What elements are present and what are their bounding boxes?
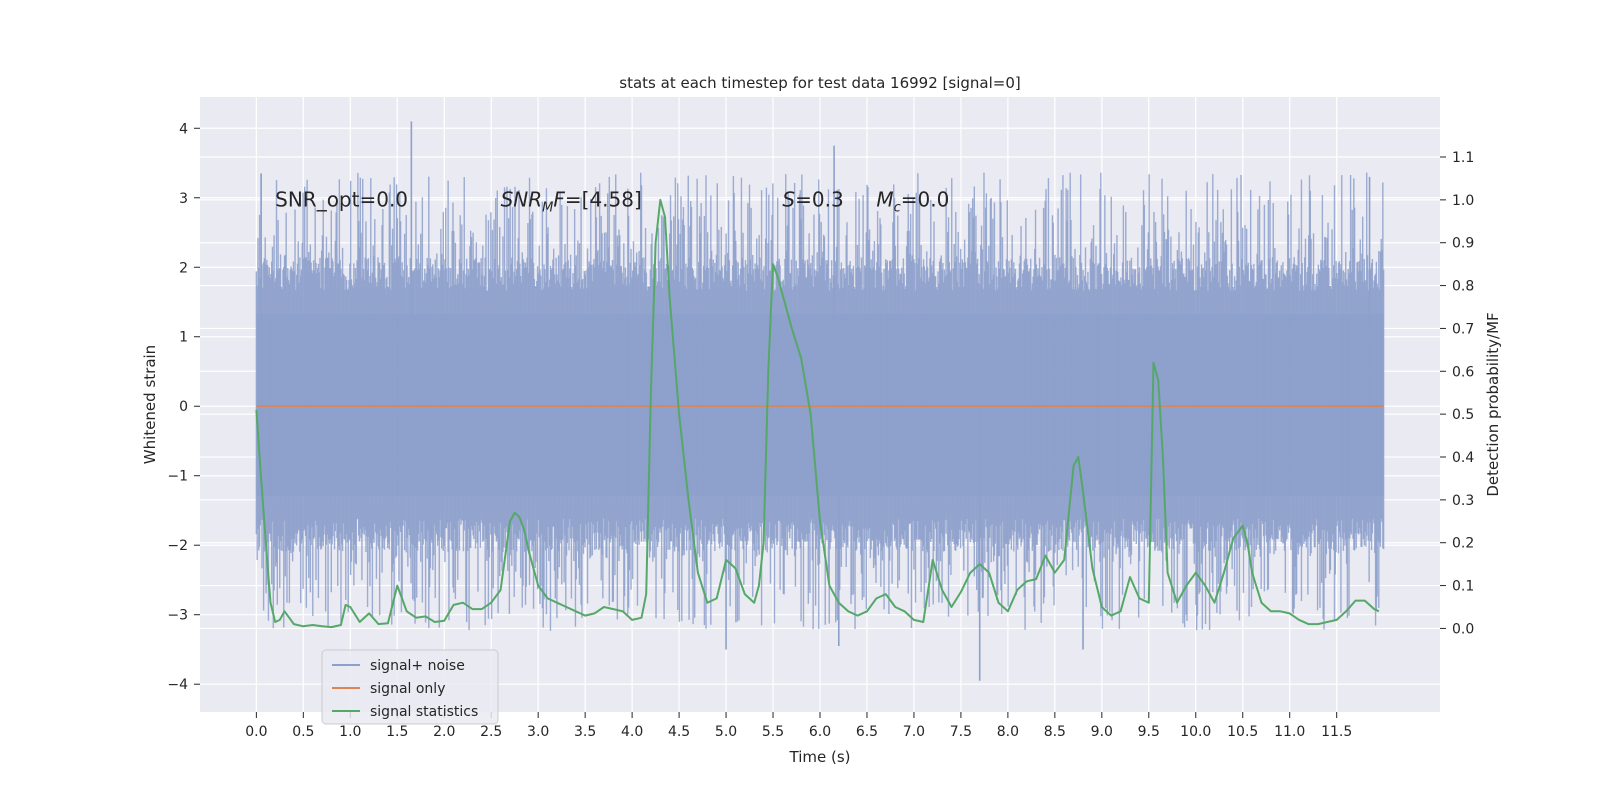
x-tick-label: 5.0 bbox=[715, 724, 737, 740]
y-axis-left-label: Whitened strain bbox=[141, 345, 159, 464]
x-tick-label: 9.5 bbox=[1138, 724, 1160, 740]
legend-label: signal+ noise bbox=[370, 658, 465, 674]
y-tick-label-right: 0.2 bbox=[1452, 536, 1474, 552]
x-tick-label: 9.0 bbox=[1091, 724, 1113, 740]
x-axis-label: Time (s) bbox=[789, 748, 851, 766]
x-tick-label: 10.5 bbox=[1227, 724, 1258, 740]
y-tick-label-left: −2 bbox=[167, 538, 188, 554]
x-tick-label: 5.5 bbox=[762, 724, 784, 740]
annotation-value: =0.3 bbox=[795, 187, 844, 211]
y-tick-label-right: 0.0 bbox=[1452, 621, 1474, 637]
legend: signal+ noise signal only signal statistic… bbox=[321, 649, 499, 725]
annotation-symbol: SNR bbox=[501, 187, 543, 211]
x-tick-label: 6.0 bbox=[809, 724, 831, 740]
annotation-s: S=0.3 bbox=[782, 187, 843, 211]
y-tick-label-right: 0.3 bbox=[1452, 493, 1474, 509]
x-tick-label: 0.5 bbox=[292, 724, 314, 740]
y-tick-label-left: −3 bbox=[167, 608, 188, 624]
x-tick-label: 8.0 bbox=[997, 724, 1019, 740]
x-tick-label: 1.5 bbox=[386, 724, 408, 740]
x-tick-label: 3.0 bbox=[527, 724, 549, 740]
x-tick-label: 2.0 bbox=[433, 724, 455, 740]
y-tick-label-right: 0.6 bbox=[1452, 364, 1474, 380]
y-axis-right: 0.0 0.1 0.2 0.3 0.4 0.5 0.6 0.7 0.8 0.9 1.0 1.1 bbox=[1440, 150, 1474, 637]
annotation-subscript: c bbox=[894, 200, 901, 215]
annotation-snr_opt: SNR_opt=0.0 bbox=[275, 187, 408, 211]
x-axis: 0.0 0.5 1.0 1.5 2.0 2.5 3.0 3.5 4.0 4.5 5.0 5.5 6.0 6… bbox=[245, 712, 1352, 740]
x-tick-label: 7.5 bbox=[950, 724, 972, 740]
y-axis-right-label: Detection probability/MF bbox=[1484, 312, 1502, 496]
y-tick-label-right: 0.1 bbox=[1452, 579, 1474, 595]
x-tick-label: 6.5 bbox=[856, 724, 878, 740]
x-tick-label: 7.0 bbox=[903, 724, 925, 740]
annotation-subscript: M bbox=[542, 200, 553, 215]
y-tick-label-left: −1 bbox=[167, 469, 188, 485]
annotation-symbol: F bbox=[553, 187, 565, 211]
annotation-symbol: M bbox=[876, 187, 893, 211]
legend-label: signal only bbox=[370, 681, 445, 697]
y-tick-label-right: 0.5 bbox=[1452, 407, 1474, 423]
y-axis-left: −4 −3 −2 −1 0 1 2 3 4 bbox=[167, 121, 200, 693]
signal-noise-series bbox=[255, 121, 1385, 681]
x-tick-label: 3.5 bbox=[574, 724, 596, 740]
annotation-symbol: S bbox=[782, 187, 795, 211]
y-tick-label-left: 2 bbox=[179, 260, 188, 276]
y-tick-label-left: 1 bbox=[179, 330, 188, 346]
annotations: SNR_opt=0.0 SNRMF=[4.58] S=0.3 Mc=0.0 bbox=[275, 187, 949, 215]
x-tick-label: 1.0 bbox=[339, 724, 361, 740]
signal-statistics-series bbox=[255, 198, 1380, 629]
x-tick-label: 4.5 bbox=[668, 724, 690, 740]
y-tick-label-left: 4 bbox=[179, 121, 188, 137]
annotation-value: =0.0 bbox=[901, 187, 950, 211]
y-tick-label-left: 0 bbox=[179, 399, 188, 415]
x-tick-label: 8.5 bbox=[1044, 724, 1066, 740]
legend-label: signal statistics bbox=[370, 704, 478, 720]
chart-title: stats at each timestep for test data 169… bbox=[619, 74, 1020, 92]
x-tick-label: 10.0 bbox=[1180, 724, 1211, 740]
legend-box bbox=[321, 649, 499, 725]
annotation-snr_mf: SNRMF=[4.58] bbox=[501, 187, 642, 215]
x-tick-label: 0.0 bbox=[245, 724, 267, 740]
signal-statistics-line bbox=[255, 198, 1380, 629]
y-tick-label-left: −4 bbox=[167, 677, 188, 693]
x-tick-label: 11.0 bbox=[1274, 724, 1305, 740]
x-tick-label: 4.0 bbox=[621, 724, 643, 740]
x-tick-label: 2.5 bbox=[480, 724, 502, 740]
annotation-mc: Mc=0.0 bbox=[876, 187, 949, 215]
y-tick-label-right: 0.4 bbox=[1452, 450, 1474, 466]
x-tick-label: 11.5 bbox=[1321, 724, 1352, 740]
y-tick-label-right: 0.8 bbox=[1452, 279, 1474, 295]
y-tick-label-right: 1.0 bbox=[1452, 193, 1474, 209]
y-tick-label-right: 0.7 bbox=[1452, 321, 1474, 337]
y-tick-label-right: 0.9 bbox=[1452, 236, 1474, 252]
annotation-value: =[4.58] bbox=[565, 187, 642, 211]
y-tick-label-right: 1.1 bbox=[1452, 150, 1474, 166]
y-tick-label-left: 3 bbox=[179, 191, 188, 207]
